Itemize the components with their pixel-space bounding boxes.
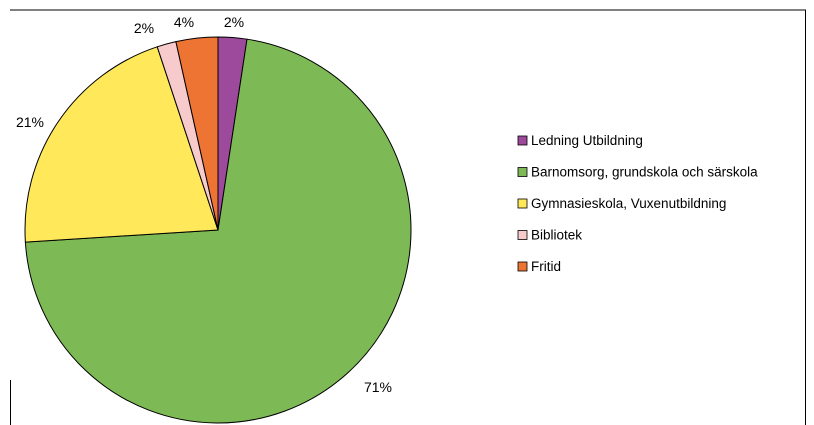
pie-labels: 2% 71% 21% 2% 4% [16, 14, 392, 395]
slice-label-1: 2% [224, 14, 244, 30]
legend-label-2: Barnomsorg, grundskola och särskola [531, 165, 758, 180]
pie-slice-3 [24, 46, 219, 243]
legend-label-1: Ledning Utbildning [531, 133, 643, 148]
slice-label-2: 71% [364, 379, 392, 395]
legend: Ledning Utbildning Barnomsorg, grundskola… [517, 133, 758, 274]
legend-label-5: Fritid [531, 259, 561, 274]
legend-swatch-2 [517, 167, 528, 177]
legend-label-4: Bibliotek [531, 228, 582, 243]
slice-label-4: 2% [134, 20, 154, 36]
legend-swatch-5 [517, 261, 528, 272]
pie-slices [24, 36, 412, 424]
slice-label-5: 4% [174, 14, 194, 30]
legend-swatch-1 [517, 135, 528, 146]
legend-label-3: Gymnasieskola, Vuxenutbildning [531, 196, 726, 211]
pie-slice-2 [24, 38, 412, 424]
legend-swatch-4 [517, 230, 528, 240]
slice-label-3: 21% [16, 114, 44, 130]
pie-slice-5 [175, 36, 219, 231]
legend-swatch-3 [517, 198, 528, 209]
